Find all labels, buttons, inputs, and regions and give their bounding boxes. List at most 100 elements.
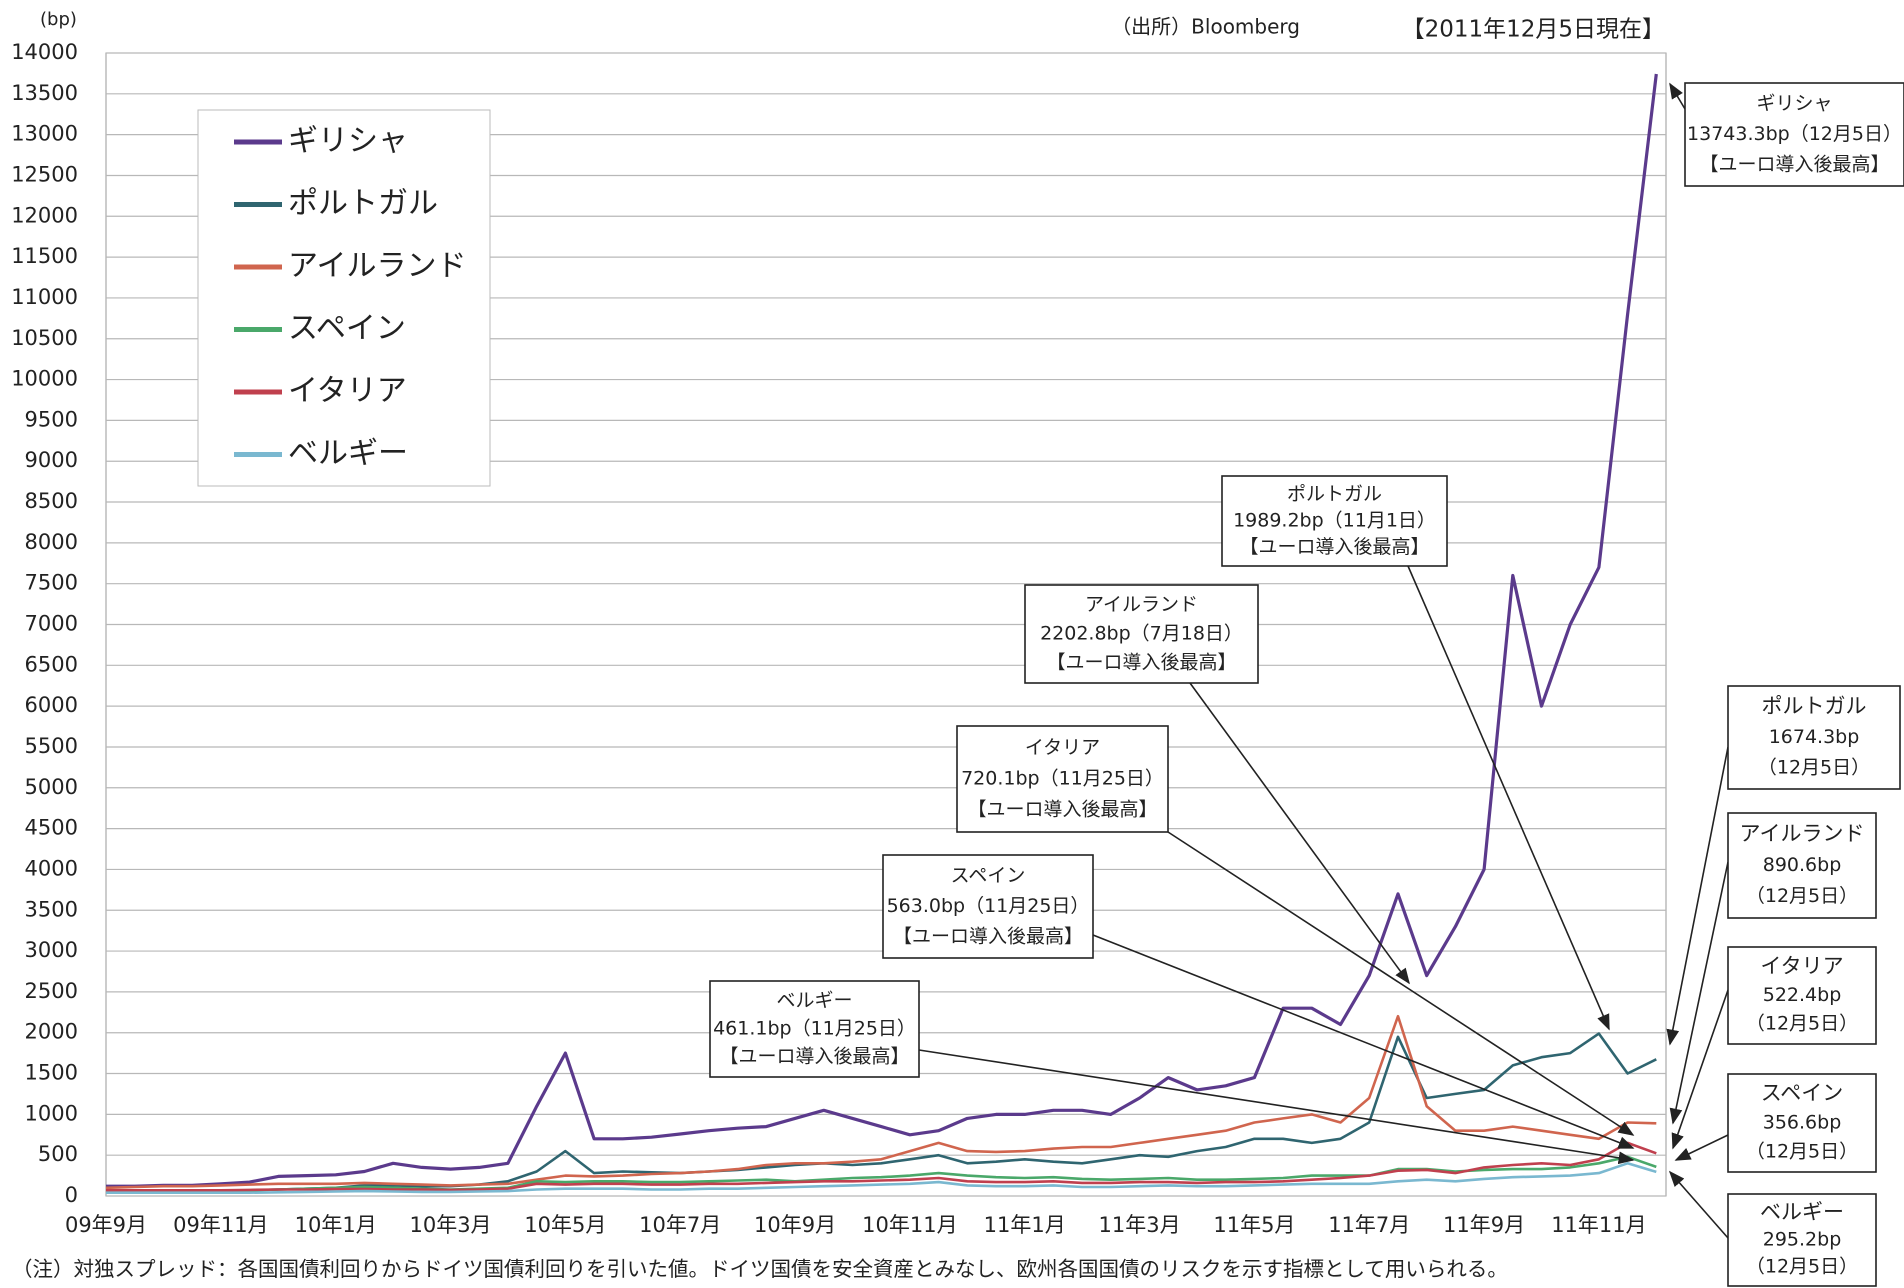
callout-box <box>1024 584 1259 684</box>
y-tick-label: 12500 <box>11 162 78 186</box>
y-unit: (bp) <box>40 9 77 30</box>
callout-box <box>1727 1193 1877 1287</box>
y-tick-label: 9000 <box>25 448 78 472</box>
legend-label: イタリア <box>288 374 407 409</box>
callout-box <box>956 725 1169 833</box>
arrow <box>1092 934 1635 1149</box>
y-tick-label: 2500 <box>25 979 78 1003</box>
callout-box <box>709 980 920 1078</box>
callout-text: （12月5日） <box>1746 1256 1858 1278</box>
callout-text: イタリア <box>1025 736 1100 758</box>
x-tick-label: 11年3月 <box>1099 1213 1181 1237</box>
y-tick-label: 10000 <box>11 367 78 391</box>
callout-text: ポルトガル <box>1762 694 1867 718</box>
legend-label: スペイン <box>288 311 406 346</box>
callout-text: スペイン <box>1761 1081 1844 1105</box>
y-tick-label: 1500 <box>25 1061 78 1085</box>
y-tick-label: 7500 <box>25 571 78 595</box>
arrow <box>1167 831 1635 1136</box>
callout-text: 【ユーロ導入後最高】 <box>1239 536 1429 558</box>
callout-text: 356.6bp <box>1763 1112 1842 1134</box>
x-tick-label: 11年11月 <box>1551 1213 1646 1237</box>
legend-box <box>197 109 491 487</box>
callout-text: 1989.2bp（11月1日） <box>1233 510 1436 532</box>
y-tick-label: 8500 <box>25 489 78 513</box>
series-line <box>105 1014 1657 1190</box>
callout-text: （12月5日） <box>1746 1140 1858 1162</box>
y-tick-label: 3500 <box>25 897 78 921</box>
callout-text: 【ユーロ導入後最高】 <box>1699 153 1889 175</box>
x-tick-label: 10年7月 <box>639 1213 721 1237</box>
y-tick-label: 9500 <box>25 407 78 431</box>
callout-text: 522.4bp <box>1763 984 1842 1006</box>
x-tick-label: 10年3月 <box>409 1213 491 1237</box>
y-tick-label: 12000 <box>11 203 78 227</box>
arrow <box>1407 565 1610 1031</box>
y-tick-label: 13000 <box>11 122 78 146</box>
callout-box <box>1727 1073 1877 1173</box>
y-tick-label: 3000 <box>25 938 78 962</box>
callout-text: ベルギー <box>1760 1200 1844 1224</box>
callout-text: （12月5日） <box>1746 885 1858 907</box>
arrows <box>918 82 1729 1239</box>
arrow <box>1669 82 1686 110</box>
callout-box <box>1221 475 1448 567</box>
x-tick-label: 10年11月 <box>862 1213 957 1237</box>
callout-text: 【ユーロ導入後最高】 <box>893 925 1083 947</box>
x-tick-label: 11年7月 <box>1328 1213 1410 1237</box>
x-tick-label: 11年1月 <box>984 1213 1066 1237</box>
x-tick-label: 11年9月 <box>1443 1213 1525 1237</box>
x-tick-label: 11年5月 <box>1213 1213 1295 1237</box>
callout-text: アイルランド <box>1740 822 1865 846</box>
series-line <box>105 1032 1657 1194</box>
arrow <box>1666 746 1729 1046</box>
series-line <box>106 1141 1657 1192</box>
arrow <box>1668 1170 1729 1239</box>
x-tick-label: 10年5月 <box>524 1213 606 1237</box>
arrow <box>918 1049 1635 1165</box>
callout-text: 【ユーロ導入後最高】 <box>1046 651 1236 673</box>
x-tick-label: 09年9月 <box>65 1213 147 1237</box>
legend-label: ベルギー <box>288 436 408 471</box>
callout-text: スペイン <box>951 865 1026 887</box>
x-tick-label: 09年11月 <box>173 1213 268 1237</box>
y-tick-label: 5000 <box>25 775 78 799</box>
callout-text: 2202.8bp（7月18日） <box>1040 623 1243 645</box>
y-tick-label: 2000 <box>25 1020 78 1044</box>
arrow <box>1669 861 1729 1125</box>
source: （出所）Bloomberg <box>1111 15 1300 39</box>
callout-text: 1674.3bp <box>1769 726 1860 748</box>
y-tick-label: 7000 <box>25 612 78 636</box>
series-line <box>106 1162 1657 1194</box>
y-tick-label: 1000 <box>25 1101 78 1125</box>
y-tick-label: 4500 <box>25 816 78 840</box>
callout-text: 【ユーロ導入後最高】 <box>719 1046 909 1068</box>
y-tick-label: 8000 <box>25 530 78 554</box>
x-tick-label: 10年9月 <box>754 1213 836 1237</box>
callout-text: 295.2bp <box>1763 1229 1842 1251</box>
callout-text: 890.6bp <box>1763 854 1842 876</box>
callout-text: 720.1bp（11月25日） <box>961 768 1164 790</box>
y-tick-label: 6000 <box>25 693 78 717</box>
y-tick-label: 10500 <box>11 326 78 350</box>
y-tick-label: 6500 <box>25 652 78 676</box>
legend-label: ポルトガル <box>288 186 438 221</box>
callout-text: ギリシャ <box>1756 93 1832 115</box>
y-tick-label: 11000 <box>11 285 78 309</box>
callout-text: （12月5日） <box>1758 756 1870 778</box>
callout-text: 461.1bp（11月25日） <box>713 1018 916 1040</box>
arrow <box>1674 1134 1729 1161</box>
callout-text: ベルギー <box>776 989 852 1011</box>
callout-box <box>1727 946 1877 1045</box>
series-line <box>106 73 1658 1188</box>
date-note: 【2011年12月5日現在】 <box>1402 17 1665 43</box>
y-tick-label: 13500 <box>11 81 78 105</box>
y-tick-label: 500 <box>38 1142 78 1166</box>
callout-text: （12月5日） <box>1746 1013 1858 1035</box>
callout-box <box>1727 685 1901 790</box>
callout-box <box>882 854 1094 959</box>
arrow <box>1189 682 1410 985</box>
legend-label: アイルランド <box>288 249 467 284</box>
callout-text: ポルトガル <box>1287 483 1382 505</box>
